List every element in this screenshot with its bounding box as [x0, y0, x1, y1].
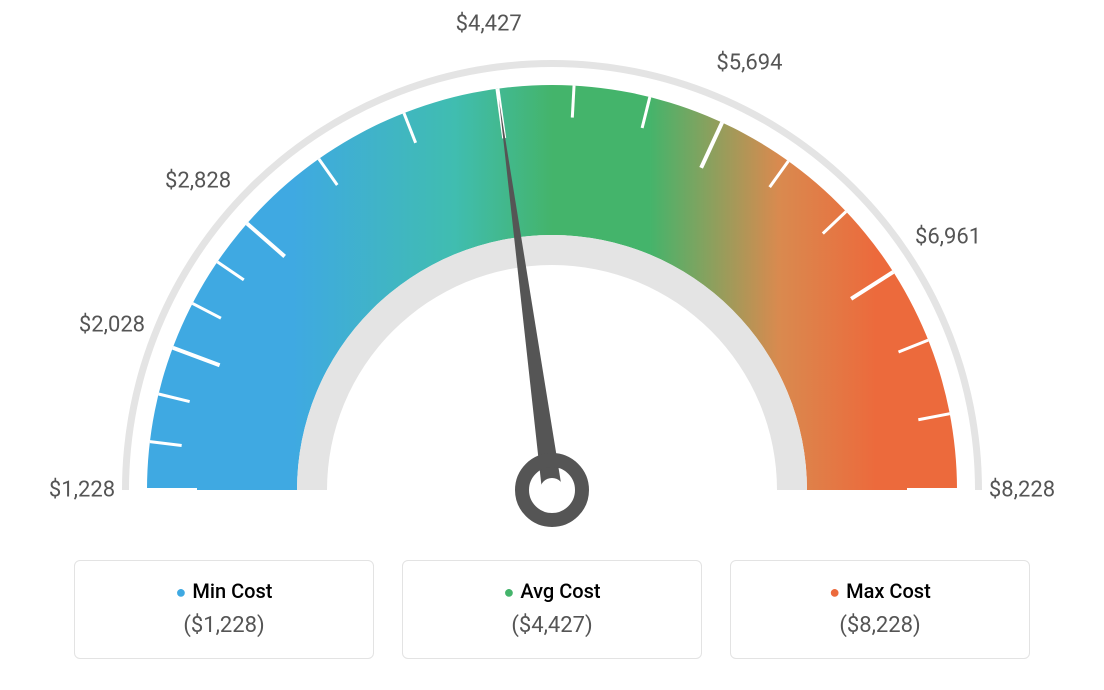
gauge-tick-label: $4,427 [456, 12, 522, 37]
legend-title-max: ●Max Cost [731, 579, 1029, 603]
legend-title-text: Avg Cost [520, 579, 600, 603]
gauge-tick-label: $6,961 [915, 224, 981, 249]
legend-value-avg: ($4,427) [403, 613, 701, 638]
dot-icon: ● [503, 582, 520, 603]
gauge-svg [0, 0, 1104, 550]
legend-card-min: ●Min Cost ($1,228) [74, 560, 374, 659]
legend-title-text: Max Cost [846, 579, 931, 603]
dot-icon: ● [176, 582, 193, 603]
gauge-tick-label: $8,228 [989, 478, 1055, 503]
legend-value-max: ($8,228) [731, 613, 1029, 638]
gauge-tick-label: $1,228 [49, 478, 115, 503]
legend-card-avg: ●Avg Cost ($4,427) [402, 560, 702, 659]
legend-title-avg: ●Avg Cost [403, 579, 701, 603]
legend-row: ●Min Cost ($1,228) ●Avg Cost ($4,427) ●M… [0, 560, 1104, 659]
dot-icon: ● [829, 582, 846, 603]
legend-card-max: ●Max Cost ($8,228) [730, 560, 1030, 659]
legend-title-text: Min Cost [192, 579, 272, 603]
gauge-tick-label: $2,028 [79, 312, 145, 337]
gauge-chart: $1,228 $2,028 $2,828 $4,427 $5,694 $6,961 $8,2… [0, 0, 1104, 550]
gauge-tick-label: $5,694 [716, 51, 782, 76]
legend-value-min: ($1,228) [75, 613, 373, 638]
gauge-tick-label: $2,828 [165, 168, 231, 193]
legend-title-min: ●Min Cost [75, 579, 373, 603]
